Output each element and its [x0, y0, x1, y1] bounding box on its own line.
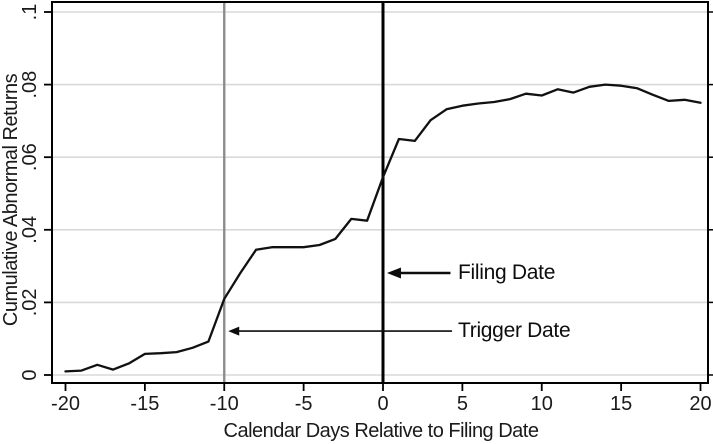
x-tick-label: -15	[130, 393, 159, 415]
y-tick-label: .1	[19, 4, 41, 21]
cumulative-abnormal-returns-line	[64, 83, 702, 373]
x-tick-label: 10	[531, 393, 553, 415]
y-tick-label: .08	[19, 71, 41, 99]
x-tick-label: -20	[51, 393, 80, 415]
x-tick-label: 0	[377, 393, 388, 415]
y-tick-label: .04	[19, 216, 41, 244]
y-tick-label: .06	[19, 143, 41, 171]
y-tick-label: 0	[19, 369, 41, 380]
x-tick-label: -5	[295, 393, 313, 415]
x-tick-label: 15	[610, 393, 632, 415]
trigger-date-arrowhead	[228, 326, 240, 336]
trigger-date-annotation: Trigger Date	[458, 319, 571, 342]
plot-border	[51, 1, 709, 384]
filing-date-annotation: Filing Date	[458, 261, 556, 284]
x-tick-label: 5	[457, 393, 468, 415]
x-tick-label: 20	[689, 393, 711, 415]
y-axis-title: Cumulative Abnormal Returns	[0, 73, 22, 327]
x-tick-label: -10	[210, 393, 239, 415]
filing-date-arrowhead	[386, 267, 401, 279]
x-axis-title: Calendar Days Relative to Filing Date	[223, 420, 540, 442]
y-tick-label: .02	[19, 288, 41, 316]
